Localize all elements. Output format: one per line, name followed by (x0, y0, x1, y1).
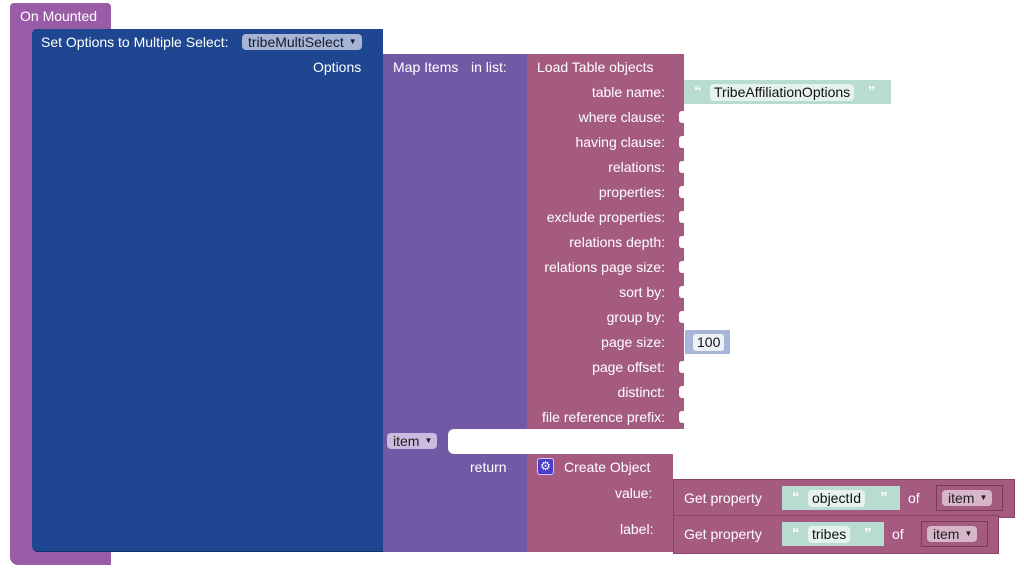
component-dropdown-value: tribeMultiSelect (248, 34, 344, 50)
chevron-down-icon: ▼ (979, 493, 988, 502)
set-options-label: Set Options to Multiple Select: (41, 34, 229, 50)
empty-input-slot[interactable] (679, 111, 685, 123)
load-table-objects-block[interactable] (527, 54, 684, 429)
empty-input-slot[interactable] (679, 386, 685, 398)
item-variable-value: item (393, 433, 420, 449)
property-value[interactable]: tribes (808, 526, 851, 543)
on-mounted-block-body[interactable] (10, 28, 32, 555)
map-function-slot[interactable] (448, 429, 588, 454)
in-list-label: in list: (471, 59, 507, 75)
empty-input-slot[interactable] (679, 211, 685, 223)
map-items-block[interactable] (383, 54, 527, 552)
empty-input-slot[interactable] (679, 161, 685, 173)
property-value[interactable]: objectId (808, 490, 866, 507)
item-variable-block[interactable]: item ▼ (921, 521, 988, 547)
value-field-label: value: (615, 485, 653, 501)
create-object-label: Create Object (564, 459, 651, 475)
param-label: distinct: (617, 384, 665, 400)
item-dropdown-value: item (948, 490, 975, 506)
param-label: relations depth: (569, 234, 665, 250)
empty-input-slot[interactable] (679, 311, 685, 323)
options-label: Options (313, 59, 362, 75)
item-dropdown[interactable]: item ▼ (942, 490, 993, 506)
table-name-value[interactable]: TribeAffiliationOptions (710, 84, 855, 101)
param-label: table name: (591, 84, 665, 100)
param-label: group by: (606, 309, 665, 325)
label-field-label: label: (620, 521, 654, 537)
of-label: of (908, 490, 920, 506)
property-string-block[interactable]: “ tribes ” (782, 522, 884, 546)
component-dropdown[interactable]: tribeMultiSelect ▼ (242, 34, 362, 50)
quote-close-icon: ” (868, 83, 876, 100)
empty-input-slot[interactable] (679, 186, 685, 198)
empty-input-slot[interactable] (679, 361, 685, 373)
quote-close-icon: ” (880, 489, 888, 506)
page-size-number-block[interactable]: 100 (685, 330, 730, 354)
set-options-block[interactable] (32, 29, 383, 552)
item-dropdown-value: item (933, 526, 960, 542)
empty-input-slot[interactable] (679, 411, 685, 423)
empty-input-slot[interactable] (679, 286, 685, 298)
param-label: relations page size: (544, 259, 665, 275)
map-items-label: Map Items (393, 59, 459, 75)
param-label: relations: (608, 159, 665, 175)
return-label: return (470, 459, 507, 475)
of-label: of (892, 526, 904, 542)
empty-input-slot[interactable] (679, 236, 685, 248)
param-label: having clause: (575, 134, 665, 150)
item-dropdown[interactable]: item ▼ (927, 526, 978, 542)
get-property-block-value[interactable]: Get property “ objectId ” of item ▼ (673, 479, 1015, 518)
param-label: page size: (601, 334, 665, 350)
empty-input-slot[interactable] (679, 136, 685, 148)
item-variable-block[interactable]: item ▼ (936, 485, 1003, 511)
get-property-label: Get property (684, 526, 762, 542)
quote-open-icon: “ (792, 489, 800, 506)
empty-input-slot[interactable] (679, 261, 685, 273)
get-property-block-label[interactable]: Get property “ tribes ” of item ▼ (673, 515, 999, 554)
load-table-label: Load Table objects (537, 59, 654, 75)
quote-close-icon: ” (864, 525, 872, 542)
quote-open-icon: “ (792, 525, 800, 542)
page-size-value[interactable]: 100 (693, 334, 725, 351)
param-label: page offset: (592, 359, 665, 375)
get-property-label: Get property (684, 490, 762, 506)
chevron-down-icon: ▼ (964, 529, 973, 538)
param-label: where clause: (578, 109, 665, 125)
gear-icon[interactable]: ⚙ (537, 458, 554, 475)
param-label: exclude properties: (546, 209, 665, 225)
chevron-down-icon: ▼ (348, 37, 357, 46)
on-mounted-block-foot[interactable] (10, 548, 111, 565)
on-mounted-block[interactable] (10, 3, 111, 31)
param-label: sort by: (619, 284, 665, 300)
param-label: file reference prefix: (542, 409, 665, 425)
quote-open-icon: “ (694, 83, 702, 100)
property-string-block[interactable]: “ objectId ” (782, 486, 900, 510)
param-label: properties: (598, 184, 665, 200)
item-variable-dropdown[interactable]: item ▼ (387, 433, 438, 449)
on-mounted-label: On Mounted (20, 8, 98, 24)
chevron-down-icon: ▼ (424, 436, 433, 445)
table-name-string-block[interactable]: “ TribeAffiliationOptions ” (684, 80, 891, 104)
